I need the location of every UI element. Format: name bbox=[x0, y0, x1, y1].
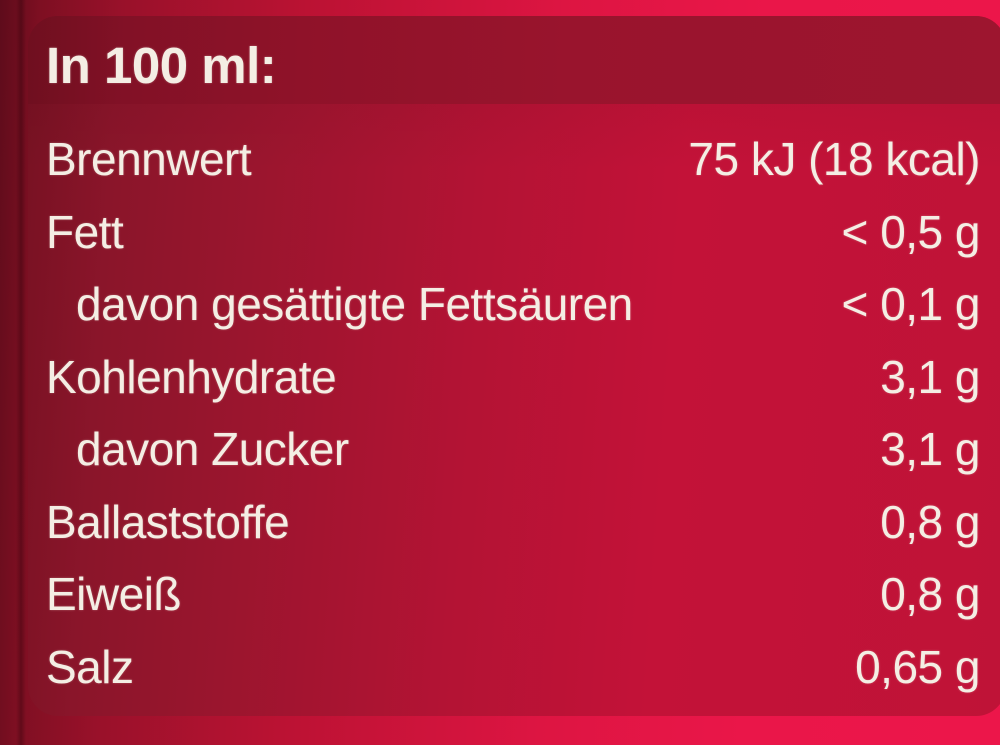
nutrient-name: Eiweiß bbox=[46, 568, 182, 621]
nutrition-panel: In 100 ml: Brennwert 75 kJ (18 kcal) Fet… bbox=[28, 16, 1000, 716]
nutrient-name: Ballaststoffe bbox=[46, 495, 290, 548]
nutrient-name: Kohlenhydrate bbox=[46, 350, 337, 403]
nutrient-name: Fett bbox=[46, 205, 124, 258]
nutrient-value: 0,8 g bbox=[880, 495, 980, 548]
nutrient-value: 3,1 g bbox=[880, 350, 980, 403]
panel-header-band: In 100 ml: bbox=[28, 16, 1000, 104]
nutrient-value: < 0,1 g bbox=[841, 278, 981, 331]
nutrient-value: < 0,5 g bbox=[841, 205, 981, 258]
nutrient-name: Salz bbox=[46, 640, 134, 693]
nutrient-name: davon gesättigte Fettsäuren bbox=[76, 278, 633, 331]
nutrient-value: 75 kJ (18 kcal) bbox=[688, 133, 980, 186]
nutrient-row: Fett < 0,5 g bbox=[28, 196, 981, 269]
nutrient-row: Ballaststoffe 0,8 g bbox=[28, 486, 980, 559]
nutrient-value: 0,8 g bbox=[880, 568, 980, 621]
nutrient-row: davon gesättigte Fettsäuren < 0,1 g bbox=[28, 268, 981, 341]
nutrient-name: davon Zucker bbox=[76, 423, 349, 476]
nutrient-value: 0,65 g bbox=[855, 640, 980, 693]
nutrient-name: Brennwert bbox=[46, 133, 252, 186]
nutrient-row: Salz 0,65 g bbox=[28, 631, 980, 704]
left-edge-shadow bbox=[16, 0, 26, 745]
nutrient-rows: Brennwert 75 kJ (18 kcal) Fett < 0,5 g d… bbox=[28, 104, 1000, 703]
serving-size-title: In 100 ml: bbox=[46, 36, 277, 94]
nutrient-row: Brennwert 75 kJ (18 kcal) bbox=[28, 123, 980, 196]
nutrient-row: Kohlenhydrate 3,1 g bbox=[28, 341, 980, 414]
nutrient-row: Eiweiß 0,8 g bbox=[28, 558, 980, 631]
nutrient-row: davon Zucker 3,1 g bbox=[28, 413, 980, 486]
nutrient-value: 3,1 g bbox=[880, 423, 980, 476]
